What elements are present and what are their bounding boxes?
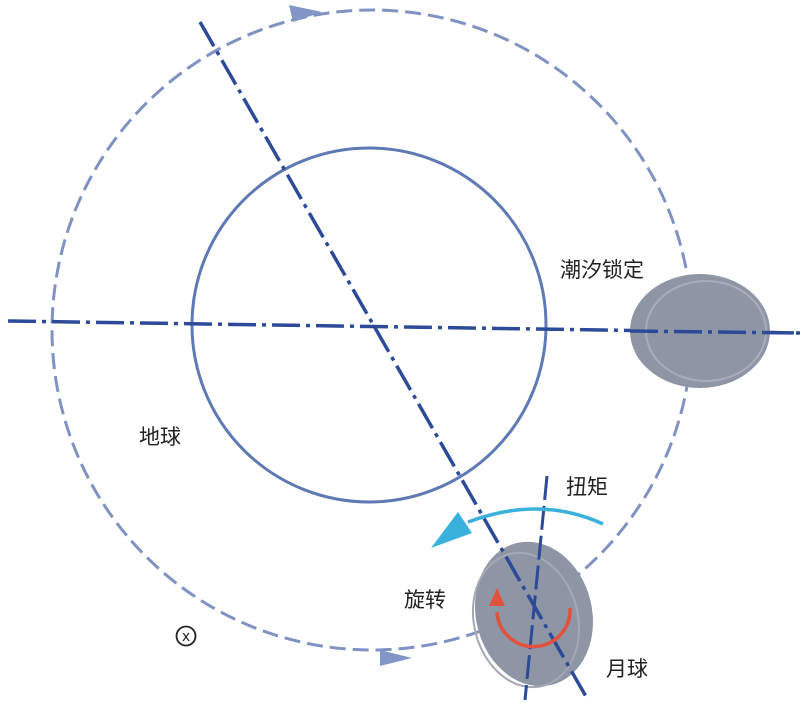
axis-over-locked-moon	[629, 329, 801, 335]
svg-text:x: x	[182, 629, 190, 645]
label-torque: 扭矩	[566, 475, 608, 499]
orbit-direction-bottom-icon	[380, 650, 412, 666]
label-moon: 月球	[606, 657, 648, 681]
circled-x-icon: x	[175, 625, 197, 647]
rotation-arrow	[489, 588, 572, 649]
label-tidal-lock: 潮汐锁定	[560, 258, 644, 282]
earth-axis-diagonal	[198, 21, 590, 701]
moon-axis	[523, 475, 549, 701]
label-earth: 地球	[139, 425, 181, 449]
orbit-direction-top-icon	[289, 5, 322, 22]
torque-arrow	[431, 507, 604, 548]
label-rotation: 旋转	[404, 588, 446, 612]
